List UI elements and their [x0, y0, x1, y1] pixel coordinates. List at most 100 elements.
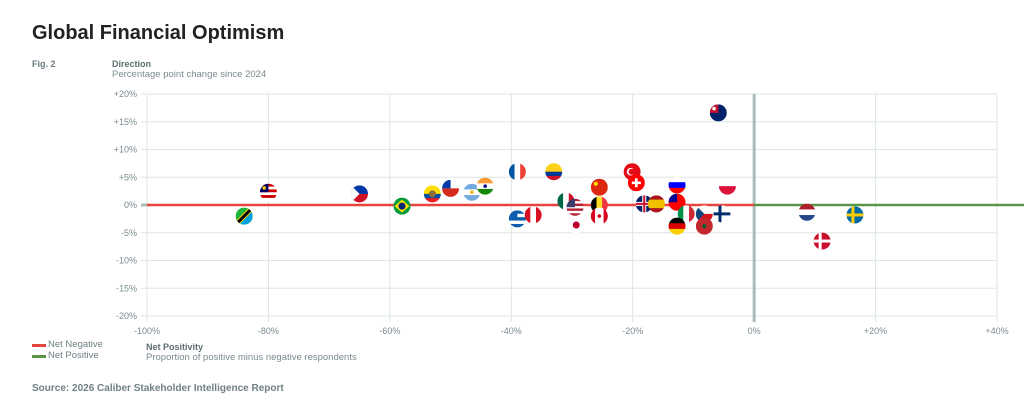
flag-stripe — [590, 207, 596, 225]
flag-point-taiwan[interactable]: Taiwan — [668, 193, 686, 211]
y-tick-label: -5% — [121, 228, 137, 238]
flag-point-ecuador[interactable]: Ecuador — [423, 185, 441, 203]
flag-stripe — [647, 208, 665, 213]
flag-stripe — [524, 206, 531, 224]
flag-cross — [631, 181, 641, 185]
x-tick-label: -20% — [622, 326, 643, 336]
flag-cross — [713, 212, 731, 216]
flag-emblem — [483, 184, 487, 188]
flag-stripe — [590, 196, 597, 214]
y-tick-label: +20% — [114, 89, 137, 99]
flag-emblem — [572, 221, 580, 229]
flag-point-germany[interactable]: Germany — [668, 217, 686, 235]
flag-stripe — [688, 205, 695, 223]
flag-stripe — [508, 217, 526, 221]
flag-point-spain[interactable]: Spain — [647, 195, 665, 213]
legend-net-positive: Net Positive — [48, 350, 99, 361]
flag-point-italy[interactable]: Italy — [677, 205, 695, 223]
flag-point-morocco[interactable]: Morocco — [695, 217, 713, 235]
flag-stripe — [563, 192, 570, 210]
flag-stripe — [647, 199, 665, 205]
flag-point-denmark[interactable]: Denmark — [813, 232, 831, 250]
flag-stripe — [545, 163, 563, 168]
flag-point-argentina[interactable]: Argentina — [463, 183, 481, 201]
legend-net-negative: Net Negative — [48, 339, 103, 350]
flag-point-colombia[interactable]: Colombia — [545, 163, 563, 181]
flag-point-chile[interactable]: Chile — [442, 179, 460, 197]
flag-stripe — [677, 205, 684, 223]
flag-stripe — [599, 207, 604, 225]
flag-crescent-cut — [628, 168, 635, 175]
flag-cross — [846, 213, 864, 217]
x-tick-label: -100% — [134, 326, 160, 336]
flag-stripe — [351, 185, 368, 195]
flag-emblem — [398, 202, 406, 210]
flag-point-canada[interactable]: Canada — [590, 207, 608, 225]
x-axis-title: Net Positivity — [146, 342, 204, 352]
flag-point-switzerland[interactable]: Switzerland — [627, 174, 645, 192]
flag-stripe — [647, 203, 665, 209]
flag-stripe — [351, 193, 368, 203]
legend-swatch-positive — [32, 355, 46, 358]
flag-point-peru[interactable]: Peru — [524, 206, 542, 224]
flag-point-slovenia[interactable]: Slovenia — [668, 176, 686, 194]
y-tick-label: -15% — [116, 283, 137, 293]
flag-canton — [668, 193, 678, 203]
x-tick-label: -60% — [379, 326, 400, 336]
flag-stripe — [508, 223, 526, 228]
flag-star — [702, 224, 707, 229]
x-axis-subtitle: Proportion of positive minus negative re… — [146, 352, 357, 363]
flag-point-india[interactable]: India — [476, 177, 494, 195]
y-tick-label: 0% — [124, 200, 137, 210]
flag-point-sweden[interactable]: Sweden — [846, 206, 864, 224]
x-tick-label: -80% — [258, 326, 279, 336]
flag-point-australia[interactable]: Australia — [709, 104, 727, 122]
y-axis-subtitle: Percentage point change since 2024 — [112, 69, 267, 80]
flag-emblem — [428, 190, 436, 198]
y-axis-title: Direction — [112, 59, 152, 69]
flag-point-malaysia[interactable]: Malaysia — [259, 183, 277, 201]
flag-stripe — [668, 176, 686, 183]
flag-stripe — [695, 205, 713, 215]
flag-point-france[interactable]: France — [508, 163, 526, 181]
flag-point-belgium[interactable]: Belgium — [590, 196, 608, 214]
flag-band — [235, 207, 253, 225]
flag-triangle — [351, 185, 360, 203]
flag-stripe — [566, 208, 584, 212]
flag-stripe — [476, 177, 494, 184]
y-tick-label: -10% — [116, 256, 137, 266]
flag-point-philippines[interactable]: Philippines — [351, 185, 368, 203]
flag-emblem — [712, 106, 716, 111]
flag-stripe — [545, 171, 563, 177]
flag-emblem — [262, 186, 266, 190]
legend-swatch-negative — [32, 344, 46, 347]
flag-point-greece[interactable]: Greece — [508, 210, 526, 228]
flag-stripe — [603, 207, 608, 225]
flag-point-united-kingdom[interactable]: United Kingdom — [635, 195, 653, 213]
flag-point-finland[interactable]: Finland — [713, 205, 731, 223]
flag-stripe — [259, 192, 277, 196]
flag-point-tanzania[interactable]: Tanzania — [235, 207, 253, 225]
flag-stripe — [602, 196, 608, 214]
flag-point-japan[interactable]: Japan — [567, 216, 585, 234]
page-title: Global Financial Optimism — [32, 22, 285, 44]
x-tick-label: +20% — [864, 326, 887, 336]
flag-point-brazil[interactable]: Brazil — [393, 197, 411, 215]
flag-stripe — [508, 163, 515, 181]
flag-stripe — [423, 185, 441, 190]
flag-point-china[interactable]: China — [590, 178, 608, 196]
flag-stripe — [668, 187, 686, 194]
flag-stripe — [683, 205, 690, 223]
flag-stripe — [566, 213, 584, 216]
x-tick-label: +40% — [985, 326, 1008, 336]
flag-stripe — [647, 195, 665, 200]
flag-bg — [590, 178, 608, 196]
flag-point-netherlands[interactable]: Netherlands — [798, 203, 816, 221]
flag-canton — [442, 179, 451, 189]
y-tick-label: -20% — [116, 311, 137, 321]
flag-point-poland[interactable]: Poland — [718, 177, 736, 195]
flag-point-united-states[interactable]: United States — [566, 198, 584, 216]
flag-stripe — [668, 182, 686, 189]
